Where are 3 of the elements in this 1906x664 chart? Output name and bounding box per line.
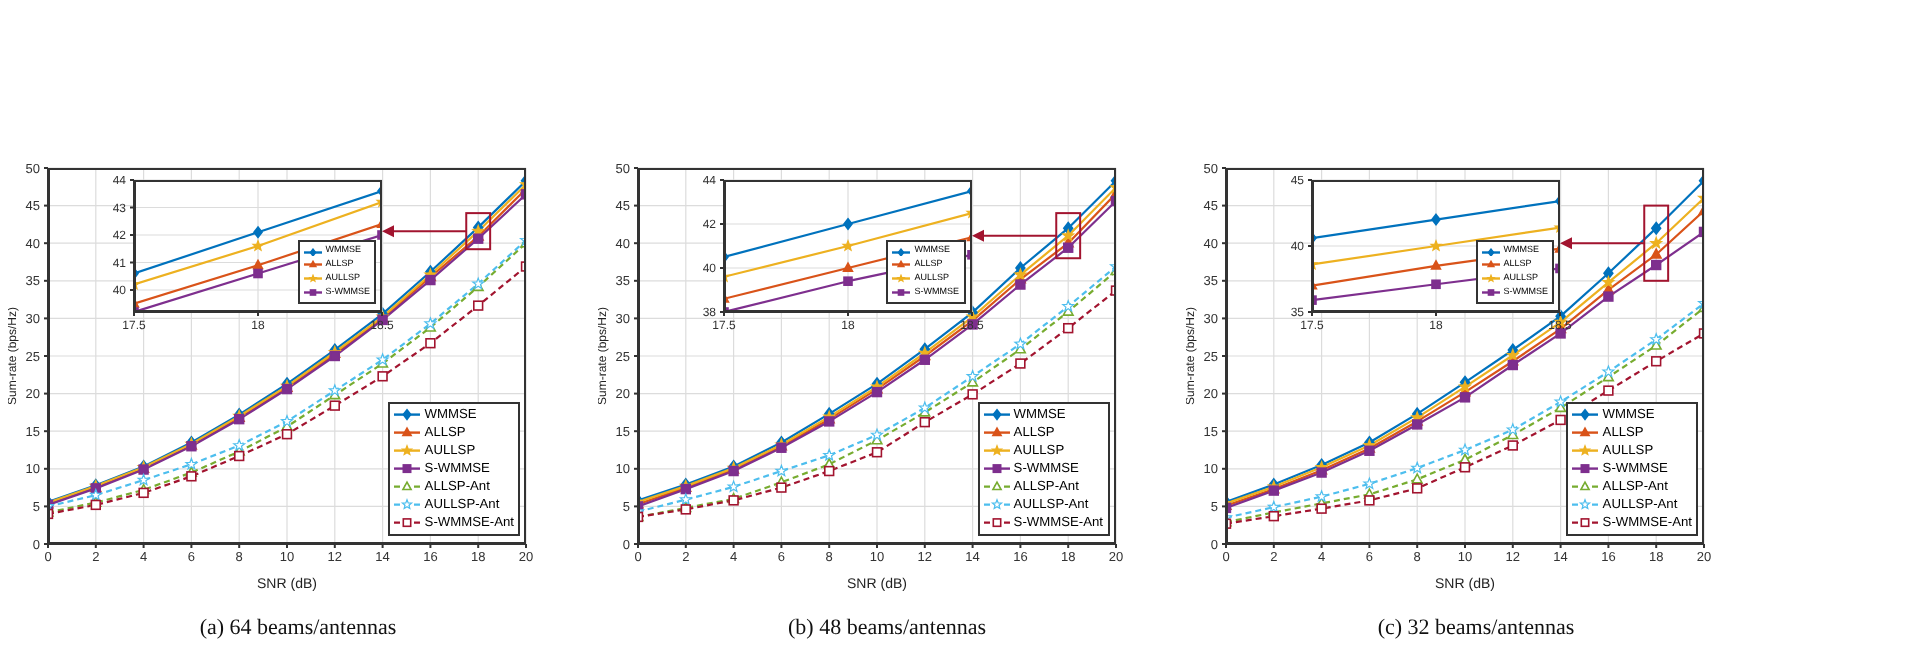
text: (c) 32 beams/antennas	[1375, 616, 1577, 640]
text: (a) 64 beams/antennas	[197, 616, 399, 640]
text: (b) 48 beams/antennas	[786, 616, 988, 640]
